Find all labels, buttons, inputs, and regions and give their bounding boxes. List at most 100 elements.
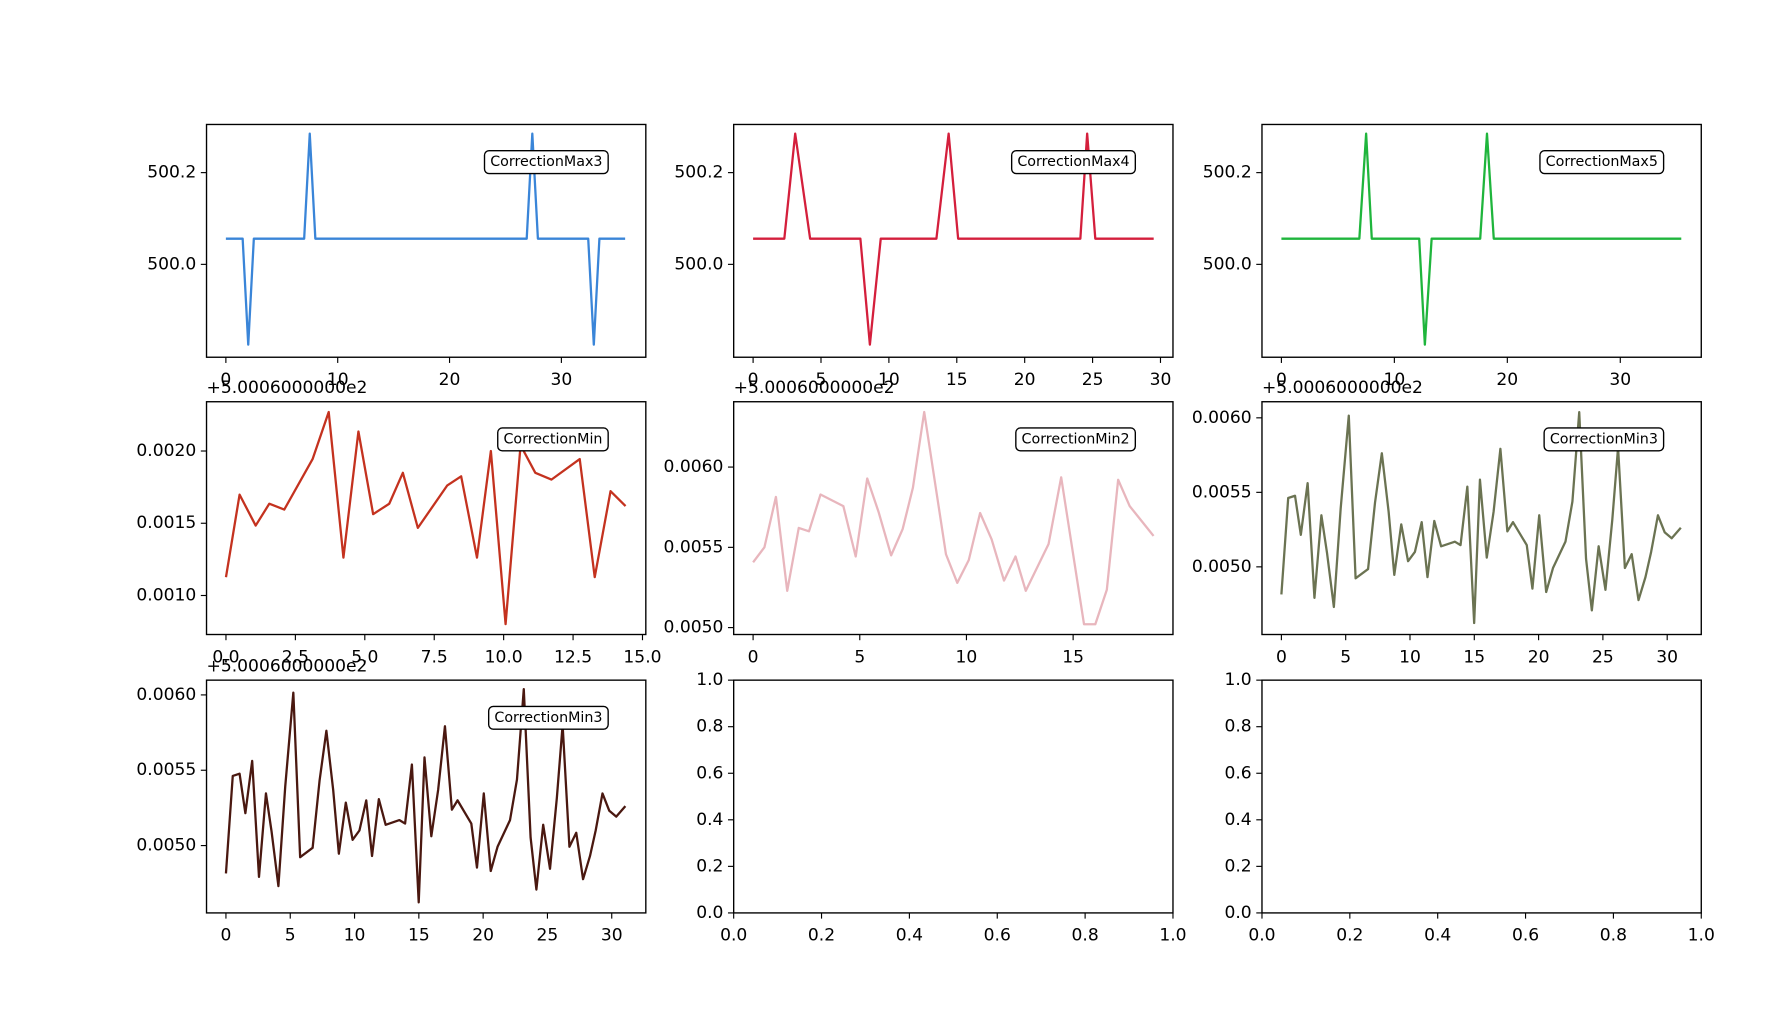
y-offset-label: +5.0006000000e2 xyxy=(1262,378,1423,398)
data-line xyxy=(224,410,627,626)
x-tick-label: 0 xyxy=(220,926,231,946)
y-tick-label: 0.0020 xyxy=(136,441,196,461)
legend: CorrectionMin xyxy=(497,427,609,452)
subplot: 0 10 20 30 500.0 500.2 CorrectionMax3 xyxy=(147,123,647,390)
subplot: 0 5 10 15 20 25 30 0.0050 0.0055 0.0060 +5.0006000… xyxy=(136,656,647,946)
x-tick-label: 1.0 xyxy=(1159,926,1186,946)
data-line xyxy=(224,688,627,904)
axes-frame xyxy=(1261,123,1702,358)
x-tick-label: 0.0 xyxy=(212,647,239,667)
y-tick-label: 500.0 xyxy=(674,254,723,274)
legend: CorrectionMax4 xyxy=(1010,150,1137,175)
legend-box xyxy=(1015,427,1137,452)
x-tick-label: 30 xyxy=(601,926,623,946)
x-tick-label: 15.0 xyxy=(623,647,661,667)
x-tick-label: 0.0 xyxy=(720,926,747,946)
y-offset-label: +5.0006000000e2 xyxy=(734,378,895,398)
x-tick-label: 0.2 xyxy=(808,926,835,946)
x-tick-label: 0 xyxy=(1276,370,1287,390)
x-tick-label: 0.4 xyxy=(896,926,923,946)
y-tick-label: 0.0055 xyxy=(664,537,724,557)
y-tick-label: 0.0050 xyxy=(664,618,724,638)
x-tick-label: 30 xyxy=(1150,370,1172,390)
legend-label: CorrectionMin3 xyxy=(1550,431,1658,447)
legend-label: CorrectionMax5 xyxy=(1546,154,1658,170)
subplot: 0.0 0.2 0.4 0.6 0.8 1.0 0.0 0.2 0.4 0.6 0.8 1.0 xyxy=(1224,670,1714,946)
x-tick-label: 15 xyxy=(1463,647,1485,667)
y-tick-label: 0.0050 xyxy=(136,836,196,856)
x-tick-label: 10 xyxy=(1399,647,1421,667)
y-tick-label: 1.0 xyxy=(1224,670,1251,690)
legend: CorrectionMin3 xyxy=(1543,427,1665,452)
y-tick-label: 0.0060 xyxy=(664,457,724,477)
axes-frame xyxy=(1261,679,1702,914)
y-offset-label: +5.0006000000e2 xyxy=(207,378,368,398)
data-line xyxy=(1281,132,1682,346)
x-tick-label: 30 xyxy=(1656,647,1678,667)
y-tick-label: 0.0050 xyxy=(1192,557,1252,577)
legend-box xyxy=(1543,427,1665,452)
y-tick-label: 500.2 xyxy=(674,163,723,183)
y-tick-label: 0.0010 xyxy=(136,585,196,605)
x-tick-label: 5 xyxy=(1340,647,1351,667)
subplot: 0 5 10 15 0.0050 0.0055 0.0060 +5.0006000000e2 C… xyxy=(664,378,1174,667)
x-tick-label: 0 xyxy=(1276,647,1287,667)
legend-label: CorrectionMin xyxy=(503,431,602,447)
x-tick-label: 0.0 xyxy=(1248,926,1275,946)
x-tick-label: 15 xyxy=(1062,647,1084,667)
x-tick-label: 5 xyxy=(816,370,827,390)
x-tick-label: 0.4 xyxy=(1424,926,1451,946)
x-tick-label: 10 xyxy=(344,926,366,946)
y-tick-label: 0.0055 xyxy=(136,760,196,780)
x-tick-label: 12.5 xyxy=(554,647,592,667)
subplot: 0.0 0.2 0.4 0.6 0.8 1.0 0.0 0.2 0.4 0.6 0.8 1.0 xyxy=(696,670,1186,946)
x-tick-label: 10 xyxy=(1383,370,1405,390)
y-tick-label: 0.4 xyxy=(1224,810,1251,830)
legend-box xyxy=(487,705,609,730)
x-tick-label: 0 xyxy=(220,370,231,390)
legend-label: CorrectionMin3 xyxy=(494,710,602,726)
legend-box xyxy=(1539,150,1665,175)
x-tick-label: 25 xyxy=(1592,647,1614,667)
x-tick-label: 10.0 xyxy=(485,647,523,667)
x-tick-label: 0.8 xyxy=(1072,926,1099,946)
y-tick-label: 500.0 xyxy=(147,254,196,274)
subplot: 0 10 20 30 500.0 500.2 CorrectionMax5 xyxy=(1203,123,1702,390)
x-tick-label: 0.2 xyxy=(1336,926,1363,946)
axes-frame xyxy=(1261,401,1702,636)
y-tick-label: 0.4 xyxy=(696,810,723,830)
x-tick-label: 7.5 xyxy=(421,647,448,667)
legend-box xyxy=(497,427,609,452)
x-tick-label: 2.5 xyxy=(282,647,309,667)
x-tick-label: 5 xyxy=(854,647,865,667)
axes-frame xyxy=(205,679,647,914)
x-tick-label: 30 xyxy=(550,370,572,390)
y-tick-label: 0.0060 xyxy=(1192,408,1252,428)
y-tick-label: 500.2 xyxy=(1203,163,1252,183)
x-tick-label: 5.0 xyxy=(351,647,378,667)
y-tick-label: 500.0 xyxy=(1203,254,1252,274)
data-line xyxy=(1280,411,1682,625)
data-line xyxy=(225,132,626,346)
x-tick-label: 25 xyxy=(537,926,559,946)
data-line xyxy=(752,410,1155,626)
x-tick-label: 30 xyxy=(1609,370,1631,390)
legend: CorrectionMax3 xyxy=(483,150,609,175)
y-tick-label: 0.0 xyxy=(1224,903,1251,923)
x-tick-label: 20 xyxy=(439,370,461,390)
x-tick-label: 10 xyxy=(878,370,900,390)
x-tick-label: 0 xyxy=(748,370,759,390)
y-tick-label: 0.2 xyxy=(696,856,723,876)
x-tick-label: 0.6 xyxy=(984,926,1011,946)
y-tick-label: 0.6 xyxy=(696,763,723,783)
legend-label: CorrectionMax3 xyxy=(490,154,602,170)
axes-background xyxy=(1261,680,1702,913)
axes-frame xyxy=(732,123,1174,358)
y-tick-label: 500.2 xyxy=(147,163,196,183)
axes-frame xyxy=(205,401,647,636)
y-tick-label: 0.0060 xyxy=(136,685,196,705)
x-tick-label: 20 xyxy=(1014,370,1036,390)
legend-label: CorrectionMin2 xyxy=(1022,431,1130,447)
